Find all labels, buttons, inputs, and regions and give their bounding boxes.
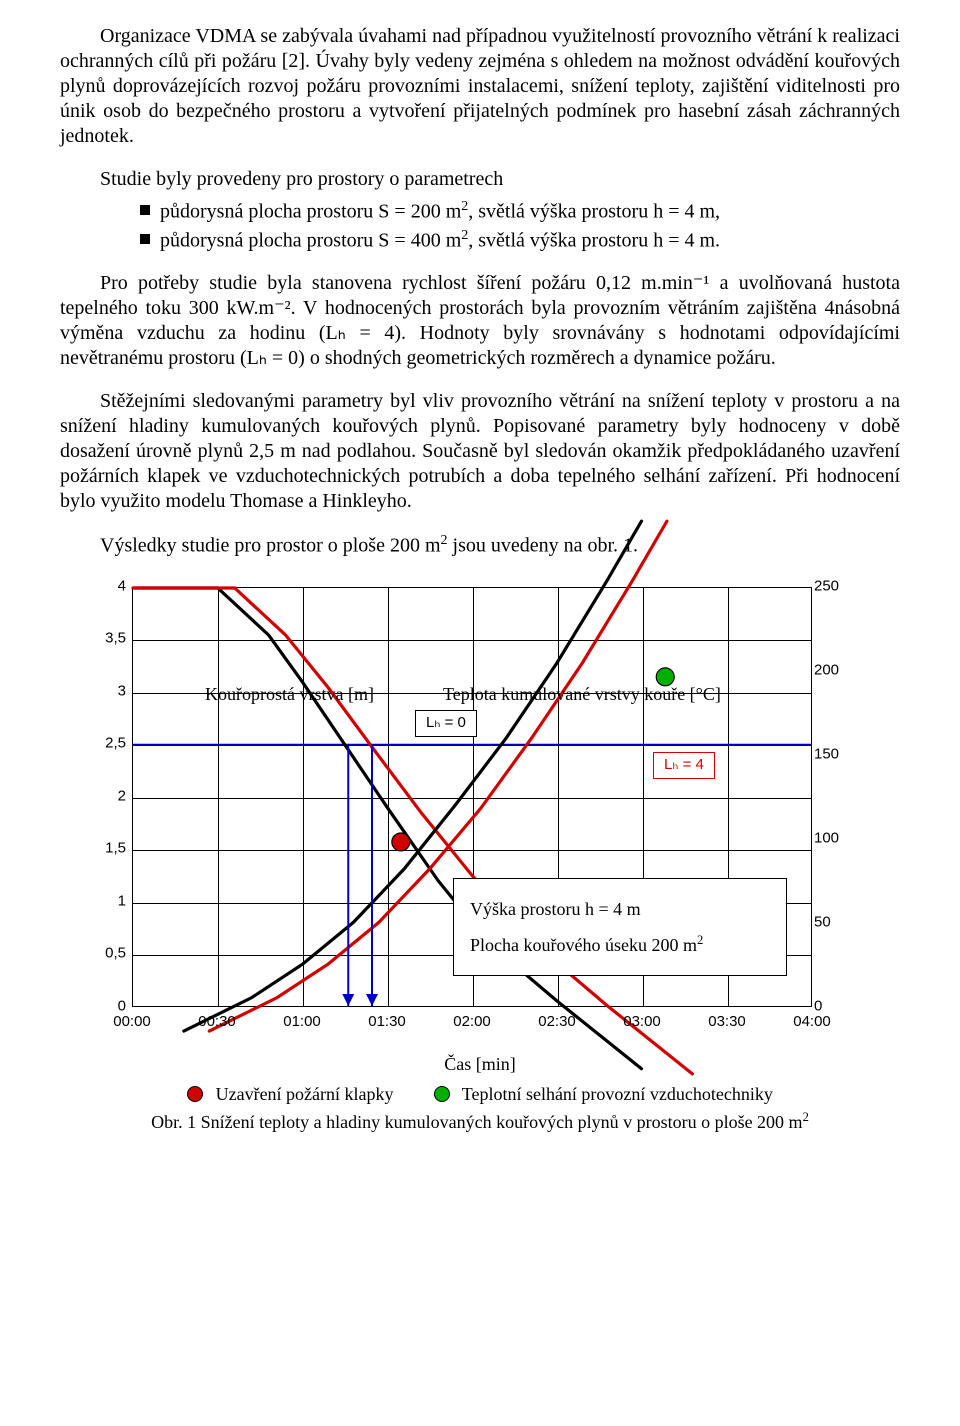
info-line-1: Výška prostoru h = 4 m: [470, 891, 770, 927]
bullet-icon: [140, 234, 150, 244]
x-tick: 00:00: [113, 1013, 151, 1032]
y-right-tick: 50: [814, 914, 858, 933]
y-left-tick: 1: [86, 893, 126, 912]
bullet-icon: [140, 205, 150, 215]
chart-legend: Uzavření požární klapky Teplotní selhání…: [80, 1083, 880, 1106]
y-right-tick: 200: [814, 662, 858, 681]
x-tick: 00:30: [198, 1013, 236, 1032]
list-item: půdorysná plocha prostoru S = 200 m2, sv…: [140, 198, 900, 225]
lh4-box: Lₕ = 4: [653, 752, 715, 779]
y-right-tick: 250: [814, 578, 858, 597]
y-left-tick: 4: [86, 578, 126, 597]
plot-area: Kouřoprostá vrstva [m] Teplota kumulovan…: [132, 587, 812, 1007]
x-tick: 04:00: [793, 1013, 831, 1032]
y-left-tick: 3: [86, 683, 126, 702]
paragraph-1: Organizace VDMA se zabývala úvahami nad …: [60, 24, 900, 149]
legend-dot-red: [187, 1086, 203, 1102]
bullet-text: půdorysná plocha prostoru S = 400 m2, sv…: [160, 227, 720, 254]
y-left-tick: 1,5: [86, 840, 126, 859]
x-axis-title: Čas [min]: [80, 1053, 880, 1076]
legend-item-green: Teplotní selhání provozní vzduchotechnik…: [434, 1083, 773, 1106]
left-axis-title: Kouřoprostá vrstva [m]: [205, 683, 374, 706]
lh0-box: Lₕ = 0: [415, 710, 477, 737]
bullet-text: půdorysná plocha prostoru S = 200 m2, sv…: [160, 198, 720, 225]
x-tick: 03:30: [708, 1013, 746, 1032]
legend-dot-green: [434, 1086, 450, 1102]
list-item: půdorysná plocha prostoru S = 400 m2, sv…: [140, 227, 900, 254]
x-tick: 02:00: [453, 1013, 491, 1032]
y-left-tick: 3,5: [86, 630, 126, 649]
x-tick: 03:00: [623, 1013, 661, 1032]
info-box: Výška prostoru h = 4 m Plocha kouřového …: [453, 878, 787, 976]
legend-item-red: Uzavření požární klapky: [187, 1083, 393, 1106]
x-tick: 01:00: [283, 1013, 321, 1032]
right-axis-title: Teplota kumulované vrstvy kouře [°C]: [443, 683, 721, 706]
y-left-tick: 0,5: [86, 945, 126, 964]
paragraph-5: Výsledky studie pro prostor o ploše 200 …: [60, 532, 900, 559]
paragraph-3: Pro potřeby studie byla stanovena rychlo…: [60, 271, 900, 371]
y-right-tick: 150: [814, 746, 858, 765]
paragraph-4: Stěžejními sledovanými parametry byl vli…: [60, 389, 900, 514]
paragraph-2-lead: Studie byly provedeny pro prostory o par…: [60, 167, 900, 192]
x-tick: 01:30: [368, 1013, 406, 1032]
figure-1-chart: Kouřoprostá vrstva [m] Teplota kumulovan…: [80, 577, 880, 1047]
figure-caption: Obr. 1 Snížení teploty a hladiny kumulov…: [80, 1110, 880, 1134]
x-tick: 02:30: [538, 1013, 576, 1032]
y-right-tick: 100: [814, 830, 858, 849]
study-parameters-list: půdorysná plocha prostoru S = 200 m2, sv…: [140, 198, 900, 253]
y-left-tick: 2,5: [86, 735, 126, 754]
info-line-2: Plocha kouřového úseku 200 m2: [470, 927, 770, 963]
y-left-tick: 2: [86, 788, 126, 807]
